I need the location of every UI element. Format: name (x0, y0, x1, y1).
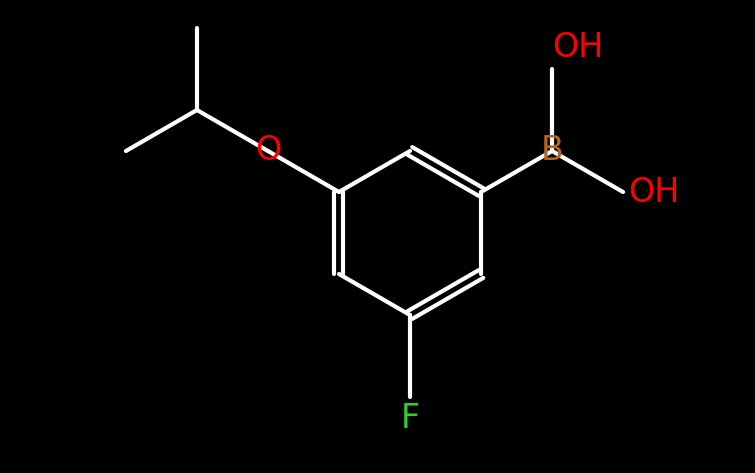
Text: OH: OH (552, 31, 603, 64)
Text: B: B (541, 134, 563, 167)
Text: O: O (255, 134, 281, 167)
Text: F: F (400, 402, 420, 435)
Text: OH: OH (628, 175, 680, 209)
